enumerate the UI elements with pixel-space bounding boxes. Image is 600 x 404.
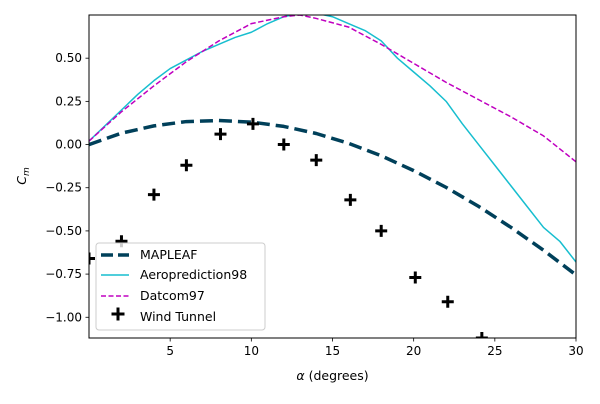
y-axis-label-main: C <box>14 176 29 185</box>
wind-tunnel-point <box>147 188 160 201</box>
y-tick-label: 0.25 <box>55 94 82 108</box>
aeroprediction98-line <box>89 15 576 263</box>
wind-tunnel-point <box>409 271 422 284</box>
x-tick-label: 15 <box>325 344 340 358</box>
legend-marker-wind-tunnel <box>111 307 125 321</box>
legend-label-wind-tunnel: Wind Tunnel <box>140 309 216 324</box>
legend-label-aeroprediction98: Aeroprediction98 <box>140 267 247 282</box>
y-axis-label: Cm <box>14 167 32 185</box>
x-axis-label-greek: α <box>296 368 305 383</box>
datcom97-line <box>89 15 576 163</box>
y-tick-label: −0.75 <box>45 267 82 281</box>
wind-tunnel-point <box>310 154 323 167</box>
x-axis-label: α (degrees) <box>296 368 368 383</box>
y-tick-label: −0.50 <box>45 224 82 238</box>
wind-tunnel-point <box>115 235 128 248</box>
y-tick-label: −0.25 <box>45 181 82 195</box>
x-tick-label: 10 <box>244 344 259 358</box>
wind-tunnel-point <box>180 159 193 172</box>
x-tick-label: 25 <box>487 344 502 358</box>
series-layer <box>89 15 576 338</box>
wind-tunnel-point <box>277 138 290 151</box>
legend-box <box>95 242 266 331</box>
wind-tunnel-point <box>441 295 454 308</box>
x-axis-label-text: (degrees) <box>305 368 369 383</box>
axes-layer: 5 10 15 20 25 30 0.50 0.25 0.00 −0.25 −0.50 −0.75 −1… <box>45 51 583 358</box>
wind-tunnel-point <box>246 117 259 130</box>
x-tick-label: 5 <box>166 344 174 358</box>
wind-tunnel-point <box>344 193 357 206</box>
wind-tunnel-point <box>475 332 488 338</box>
legend-label-mapleaf: MAPLEAF <box>140 247 197 262</box>
y-tick-label: 0.50 <box>55 51 82 65</box>
x-tick-label: 30 <box>568 344 583 358</box>
mapleaf-line <box>89 118 576 277</box>
y-axis-label-sub: m <box>22 167 32 176</box>
legend: MAPLEAF Aeroprediction98 Datcom97 Wind T… <box>95 242 266 331</box>
wind-tunnel-point <box>89 252 95 265</box>
x-tick-label: 20 <box>406 344 421 358</box>
y-tick-label: 0.00 <box>55 138 82 152</box>
wind-tunnel-point <box>375 224 388 237</box>
y-tick-label: −1.00 <box>45 310 82 324</box>
legend-label-datcom97: Datcom97 <box>140 288 205 303</box>
wind-tunnel-point <box>214 128 227 141</box>
